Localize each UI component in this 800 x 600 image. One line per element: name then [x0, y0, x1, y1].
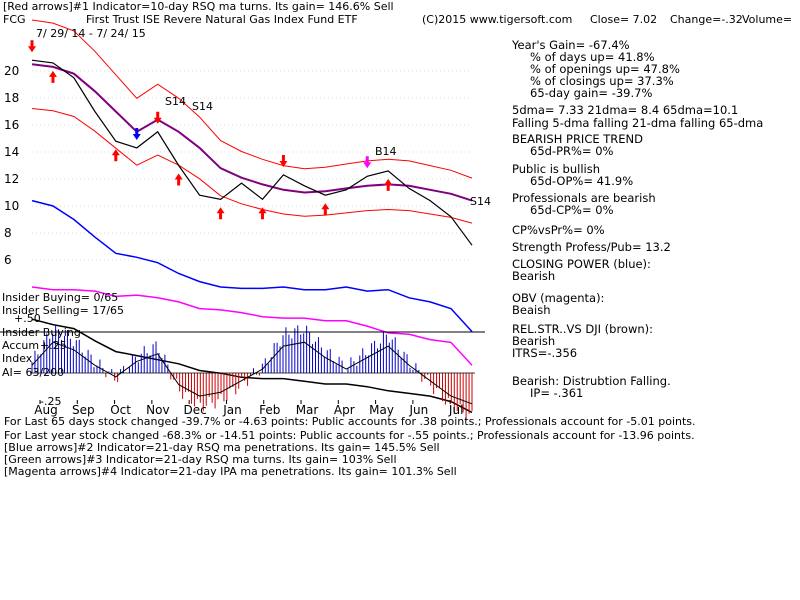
stat-itrs: ITRS=-.356	[512, 346, 578, 360]
y-tick-label: 18	[4, 91, 19, 105]
stat-cp-pct: 65d-CP%= 0%	[530, 203, 614, 217]
stat-relstr-value: Bearish	[512, 334, 556, 348]
x-tick-label: Mar	[296, 403, 319, 417]
series-lines	[31, 59, 473, 414]
down-arrow	[363, 156, 372, 169]
accum-plus50: +.50	[14, 312, 41, 325]
stat-op-pct: 65d-OP%= 41.9%	[530, 174, 634, 188]
footer-65day: For Last 65 days stock changed -39.7% or…	[4, 415, 696, 428]
up-arrow	[384, 178, 393, 191]
stat-ma-trend: Falling 5-dma falling 21-dma falling 65-…	[512, 116, 764, 130]
upper-band	[31, 19, 473, 179]
stat-price-trend: BEARISH PRICE TREND	[512, 132, 644, 146]
header-indicator-line: [Red arrows]#1 Indicator=10-day RSQ ma t…	[3, 0, 394, 13]
accum-histogram	[31, 324, 473, 421]
y-tick-label: 8	[4, 226, 12, 240]
bollinger-bands	[31, 19, 473, 224]
closing-power-line	[31, 199, 473, 333]
fund-name: First Trust ISE Revere Natural Gas Index…	[86, 13, 358, 26]
up-arrow	[258, 207, 267, 220]
x-tick-label: Sep	[72, 403, 95, 417]
signal-arrows	[28, 40, 393, 220]
insider-buying-label: Insider Buying	[2, 326, 81, 339]
stat-moving-averages: 5dma= 7.33 21dma= 8.4 65dma=10.1	[512, 103, 739, 117]
x-tick-label: Oct	[110, 403, 131, 417]
x-tick-label: Jun	[409, 403, 429, 417]
stat-openings-up: % of openings up= 47.8%	[530, 62, 680, 76]
rel-strength-line	[31, 318, 473, 414]
y-tick-label: 16	[4, 118, 19, 132]
stat-public: Public is bullish	[512, 162, 600, 176]
copyright: (C)2015 www.tigersoft.com	[422, 13, 573, 26]
ma65-line	[31, 63, 473, 202]
stat-65day-gain: 65-day gain= -39.7%	[530, 86, 653, 100]
stat-closings-up: % of closings up= 37.3%	[530, 74, 674, 88]
x-tick-labels: Aug Sep Oct Nov Dec Jan Feb Mar Apr May Jun Jul	[34, 400, 463, 417]
down-arrow	[28, 40, 36, 53]
up-arrow	[48, 70, 57, 83]
stat-professionals: Professionals are bearish	[512, 191, 656, 205]
y-tick-label: 10	[4, 199, 19, 213]
footer-green-arrows: [Green arrows]#3 Indicator=21-day RSQ ma…	[4, 453, 397, 466]
x-tick-label: Jan	[222, 403, 242, 417]
footer-year: For Last year stock changed -68.3% or -1…	[4, 429, 695, 442]
y-tick-label: 12	[4, 172, 19, 186]
close-price: Close= 7.02	[590, 13, 658, 26]
x-tick-label: May	[369, 403, 394, 417]
signal-s14-b: S14	[192, 100, 213, 113]
stat-closing-power-value: Bearish	[512, 269, 556, 283]
stat-distribution: Bearish: Distrubtion Falling.	[512, 374, 671, 388]
date-range: 7/ 29/ 14 - 7/ 24/ 15	[36, 27, 146, 40]
accum-label: Accum	[2, 339, 40, 352]
stat-obv-title: OBV (magenta):	[512, 291, 605, 305]
ticker-symbol: FCG	[3, 13, 26, 26]
stat-strength: Strength Profess/Pub= 13.2	[512, 240, 671, 254]
x-tick-label: Aug	[34, 403, 57, 417]
accum-ma-line	[31, 341, 473, 405]
x-tick-label: Apr	[334, 403, 355, 417]
price-line	[31, 59, 473, 246]
up-arrow	[216, 207, 225, 220]
stat-years-gain: Year's Gain= -67.4%	[512, 38, 630, 52]
change-value: Change=-.32	[670, 13, 743, 26]
footer-magenta-arrows: [Magenta arrows]#4 Indicator=21-day IPA …	[4, 465, 457, 478]
x-tick-label: Feb	[259, 403, 280, 417]
stat-closing-power-title: CLOSING POWER (blue):	[512, 257, 651, 271]
stat-relstr-title: REL.STR..VS DJI (brown):	[512, 322, 654, 336]
x-tick-label: Dec	[184, 403, 207, 417]
y-tick-label: 6	[4, 253, 12, 267]
index-label: Index	[2, 352, 33, 365]
volume-label: Volume=	[742, 13, 793, 26]
accum-minus25: -.25	[40, 395, 62, 408]
y-tick-label: 14	[4, 145, 19, 159]
down-arrow	[279, 154, 288, 167]
up-arrow	[321, 203, 330, 216]
ai-value: AI= 63/200	[2, 366, 65, 379]
stat-ip: IP= -.361	[530, 386, 584, 400]
up-arrow	[174, 173, 183, 186]
x-tick-label: Jul	[448, 403, 463, 417]
obv-line	[31, 286, 473, 366]
stat-days-up: % of days up= 41.8%	[530, 50, 655, 64]
signal-s14-c: S14	[470, 195, 491, 208]
down-arrow	[132, 127, 141, 140]
y-tick-labels: 20 18 16 14 12 10 8 6	[4, 64, 19, 267]
y-tick-label: 20	[4, 64, 19, 78]
signal-b14: B14	[375, 145, 397, 158]
insider-selling-count: Insider Selling= 17/65	[2, 304, 125, 317]
stat-cp-vs-pr: CP%vsPr%= 0%	[512, 223, 605, 237]
x-tick-label: Nov	[146, 403, 169, 417]
insider-buying-count: Insider Buying= 0/65	[2, 291, 119, 304]
signal-s14-a: S14	[165, 95, 186, 108]
gridlines	[32, 70, 472, 261]
down-arrow	[153, 111, 162, 124]
footer-blue-arrows: [Blue arrows]#2 Indicator=21-day RSQ ma …	[4, 441, 440, 454]
lower-band	[31, 108, 473, 224]
stat-pr-pct: 65d-PR%= 0%	[530, 144, 614, 158]
stat-obv-value: Beaish	[512, 303, 551, 317]
up-arrow	[111, 149, 120, 162]
accum-plus25: +.25	[40, 339, 67, 352]
